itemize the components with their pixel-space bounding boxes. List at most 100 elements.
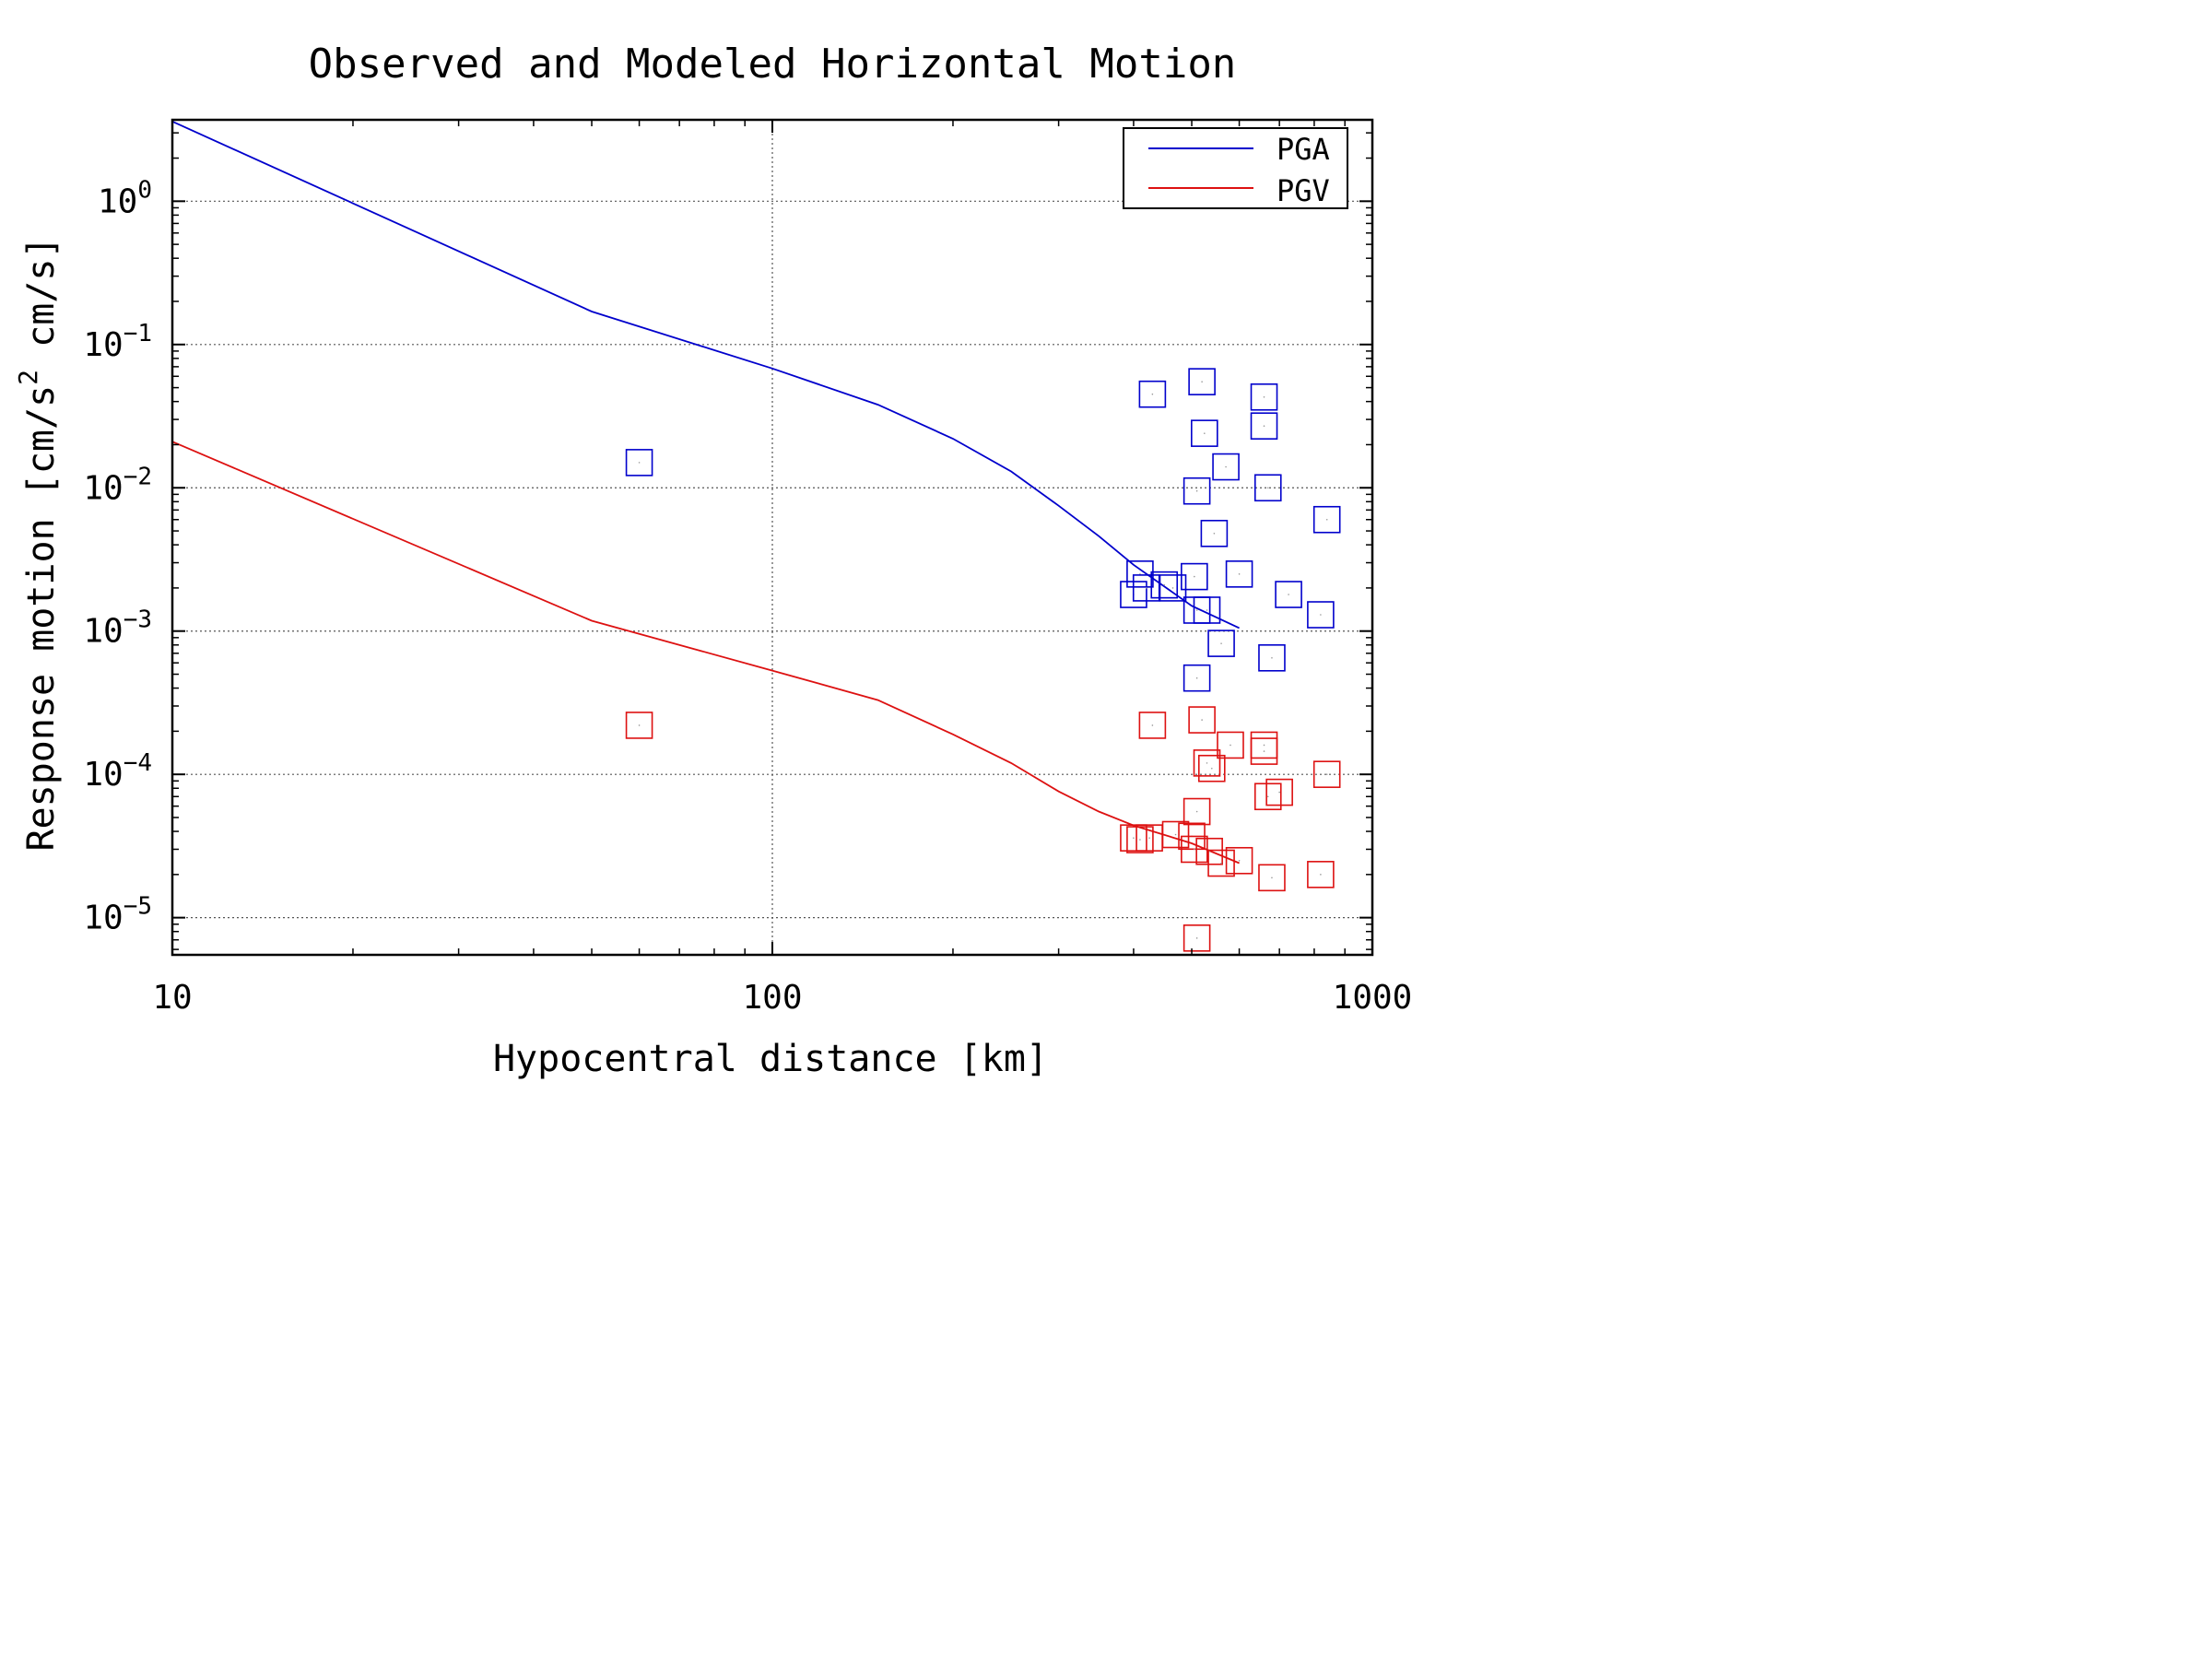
y-tick-label-exponent: −2 bbox=[124, 463, 152, 490]
x-axis-label: Hypocentral distance [km] bbox=[493, 1038, 1048, 1080]
data-point-center-pgv bbox=[1278, 791, 1280, 794]
data-point-center-pga bbox=[1201, 381, 1203, 382]
data-point-pga bbox=[1312, 505, 1341, 534]
y-axis-label: Response motion [cm/s2 cm/s] bbox=[13, 236, 63, 851]
y-tick-label-exponent: −4 bbox=[124, 749, 152, 777]
y-tick-label-base: 10 bbox=[83, 613, 123, 651]
data-point-pga bbox=[1250, 382, 1278, 411]
data-point-center-pgv bbox=[1320, 874, 1322, 876]
legend-box bbox=[1123, 127, 1348, 209]
data-point-pgv bbox=[1207, 849, 1235, 877]
y-axis-label-suffix: cm/s] bbox=[20, 236, 63, 370]
data-point-center-pgv bbox=[1230, 744, 1231, 747]
data-point-pgv bbox=[1265, 778, 1293, 806]
data-point-pga bbox=[1258, 643, 1286, 672]
data-point-pgv bbox=[1161, 820, 1190, 849]
data-point-center-pgv bbox=[1194, 848, 1195, 851]
data-point-center-pga bbox=[1325, 518, 1328, 521]
data-point-center-pgv bbox=[1325, 773, 1328, 775]
data-point-pgv bbox=[1197, 754, 1226, 782]
data-point-center-pgv bbox=[1139, 839, 1141, 841]
data-point-pgv bbox=[1188, 706, 1216, 734]
data-point-pga bbox=[1193, 596, 1221, 624]
y-tick-label: 10−1 bbox=[83, 320, 152, 364]
y-axis-label-superscript: 2 bbox=[13, 370, 43, 385]
data-point-center-pga bbox=[1213, 533, 1216, 535]
data-point-center-pga bbox=[638, 462, 641, 464]
legend: PGA PGV bbox=[1123, 127, 1348, 209]
y-tick-label-exponent: −5 bbox=[124, 893, 152, 921]
data-point-center-pga bbox=[1171, 587, 1174, 589]
data-point-center-pga bbox=[1238, 573, 1241, 575]
data-point-pga bbox=[1138, 380, 1167, 408]
data-point-pgv bbox=[1195, 837, 1223, 865]
y-tick-label-base: 10 bbox=[83, 469, 123, 507]
data-point-center-pgv bbox=[1263, 750, 1265, 752]
data-point-pga bbox=[1250, 412, 1278, 440]
data-point-pgv bbox=[1182, 797, 1211, 826]
data-point-center-pga bbox=[1151, 393, 1154, 395]
data-point-center-pgv bbox=[1133, 837, 1135, 839]
data-point-center-pga bbox=[1271, 656, 1273, 659]
y-tick-label: 10−4 bbox=[83, 749, 152, 794]
data-point-pga bbox=[1150, 571, 1179, 599]
data-point-center-pga bbox=[1195, 489, 1198, 492]
data-point-center-pga bbox=[1195, 609, 1198, 611]
legend-label-pga: PGA bbox=[1277, 132, 1330, 167]
data-point-center-pgv bbox=[1210, 767, 1213, 770]
y-tick-label-exponent: −1 bbox=[124, 320, 152, 347]
data-point-center-pgv bbox=[1195, 937, 1198, 939]
data-point-center-pga bbox=[1320, 614, 1322, 616]
data-point-center-pgv bbox=[1263, 744, 1265, 747]
data-point-pga bbox=[1225, 560, 1253, 588]
plot-area bbox=[171, 120, 1341, 952]
data-point-center-pga bbox=[1194, 575, 1195, 578]
data-point-pgv bbox=[1181, 835, 1208, 864]
data-point-pgv bbox=[1217, 731, 1244, 759]
data-point-center-pga bbox=[1195, 677, 1198, 679]
data-point-pgv bbox=[1307, 861, 1335, 888]
data-point-center-pga bbox=[1163, 583, 1166, 586]
data-point-pga bbox=[1181, 562, 1208, 591]
data-point-pgv bbox=[1250, 737, 1278, 765]
data-point-pgv bbox=[1193, 749, 1221, 777]
data-point-center-pgv bbox=[1195, 810, 1198, 813]
data-point-pga bbox=[1212, 453, 1240, 481]
data-point-center-pga bbox=[1145, 587, 1147, 589]
data-point-pga bbox=[1182, 477, 1211, 505]
data-point-pgv bbox=[1258, 864, 1286, 892]
data-point-center-pga bbox=[1204, 432, 1206, 434]
data-point-pga bbox=[1207, 629, 1235, 657]
y-tick-label-exponent: 0 bbox=[137, 176, 152, 204]
data-point-center-pgv bbox=[1201, 719, 1203, 721]
data-point-center-pga bbox=[1206, 609, 1208, 611]
data-point-pga bbox=[1126, 560, 1154, 588]
y-tick-label-exponent: −3 bbox=[124, 606, 152, 634]
data-point-pga bbox=[1182, 664, 1211, 692]
data-point-pgv bbox=[1120, 824, 1147, 852]
data-point-center-pgv bbox=[1151, 724, 1154, 726]
y-tick-label: 10−3 bbox=[83, 606, 152, 651]
data-point-center-pga bbox=[1220, 642, 1222, 644]
y-tick-label: 10−5 bbox=[83, 893, 152, 937]
data-point-center-pga bbox=[1263, 425, 1265, 427]
data-point-pga bbox=[1307, 601, 1335, 629]
data-point-pga bbox=[1191, 419, 1218, 447]
data-point-center-pgv bbox=[1238, 859, 1241, 862]
data-point-center-pgv bbox=[638, 724, 641, 726]
series-line-pgv bbox=[171, 441, 1240, 865]
data-point-pga bbox=[1200, 520, 1229, 547]
y-tick-label: 10−2 bbox=[83, 463, 152, 507]
data-point-pgv bbox=[1182, 924, 1211, 952]
y-tick-label-base: 10 bbox=[83, 756, 123, 794]
data-point-center-pgv bbox=[1174, 833, 1177, 836]
y-tick-label-base: 10 bbox=[83, 326, 123, 364]
data-point-center-pgv bbox=[1148, 837, 1150, 839]
data-point-pgv bbox=[1253, 782, 1282, 811]
data-point-pga bbox=[1188, 368, 1216, 395]
x-tick-label: 10 bbox=[152, 979, 192, 1017]
data-point-center-pga bbox=[1263, 395, 1265, 398]
y-tick-label-base: 10 bbox=[98, 182, 137, 220]
data-point-pgv bbox=[1225, 846, 1253, 875]
data-point-center-pga bbox=[1225, 465, 1227, 468]
